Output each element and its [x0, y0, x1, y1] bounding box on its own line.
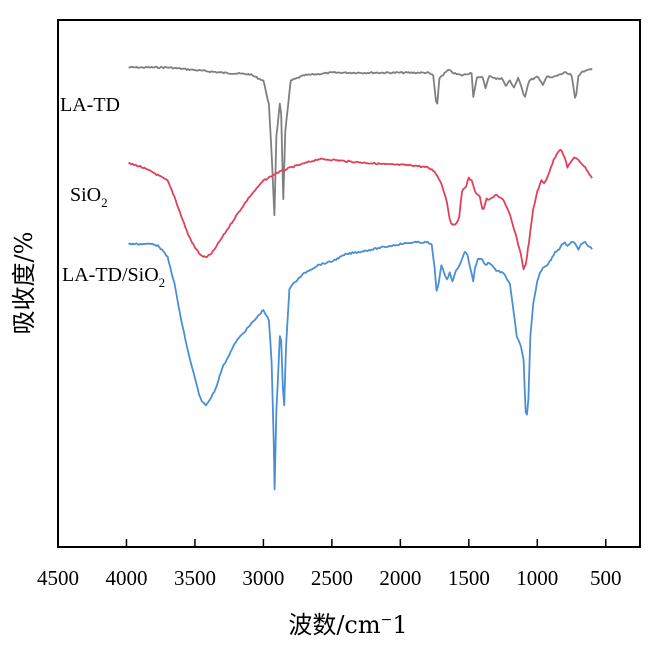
x-tick-label: 500 — [590, 566, 622, 590]
x-ticks: 4500 4000 3500 3000 2500 2000 1500 1000 500 — [37, 539, 622, 590]
x-axis-title: 波数/cm−1 — [288, 611, 407, 639]
series-label-la-td: LA-TD — [60, 94, 120, 116]
x-tick-label: 4000 — [105, 566, 147, 590]
series-line-1 — [128, 148, 593, 271]
x-tick-label: 2500 — [311, 566, 353, 590]
series-line-0 — [128, 65, 593, 217]
x-tick-label: 1000 — [516, 566, 558, 590]
series-group — [128, 65, 593, 491]
series-label-la-td-sio2: LA-TD/SiO2 — [62, 264, 165, 290]
series-label-sio2: SiO2 — [70, 184, 108, 210]
x-tick-label: 1500 — [448, 566, 490, 590]
x-tick-label: 3000 — [242, 566, 284, 590]
y-axis-title: 吸收度/% — [10, 232, 38, 335]
x-tick-label: 2000 — [379, 566, 421, 590]
series-line-2 — [128, 240, 593, 491]
x-tick-label: 4500 — [37, 566, 79, 590]
x-tick-label: 3500 — [174, 566, 216, 590]
plot-frame — [57, 19, 641, 548]
